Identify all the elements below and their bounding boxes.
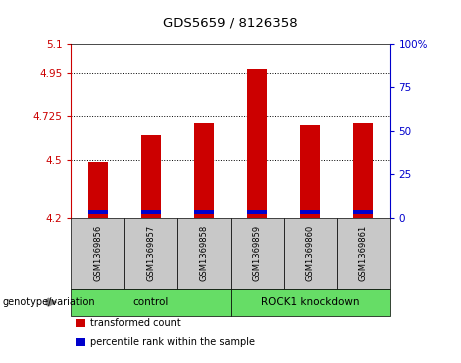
Text: transformed count: transformed count xyxy=(90,318,181,328)
Text: GSM1369856: GSM1369856 xyxy=(94,225,102,281)
Text: GSM1369861: GSM1369861 xyxy=(359,225,367,281)
Bar xyxy=(300,125,320,218)
Bar xyxy=(194,123,214,218)
Bar xyxy=(300,211,320,213)
Text: genotype/variation: genotype/variation xyxy=(2,297,95,307)
Bar xyxy=(247,211,267,213)
Bar xyxy=(247,69,267,218)
Text: GSM1369860: GSM1369860 xyxy=(306,225,314,281)
Bar xyxy=(141,211,161,213)
Text: percentile rank within the sample: percentile rank within the sample xyxy=(90,337,255,347)
Bar xyxy=(141,135,161,218)
Text: GSM1369857: GSM1369857 xyxy=(147,225,155,281)
Bar xyxy=(194,211,214,213)
Text: GSM1369859: GSM1369859 xyxy=(253,225,261,281)
Bar xyxy=(88,162,108,218)
Bar xyxy=(353,211,373,213)
Text: GSM1369858: GSM1369858 xyxy=(200,225,208,281)
Bar xyxy=(88,211,108,213)
Text: GDS5659 / 8126358: GDS5659 / 8126358 xyxy=(163,16,298,29)
Text: control: control xyxy=(133,297,169,307)
Text: ROCK1 knockdown: ROCK1 knockdown xyxy=(261,297,359,307)
Bar xyxy=(353,123,373,218)
